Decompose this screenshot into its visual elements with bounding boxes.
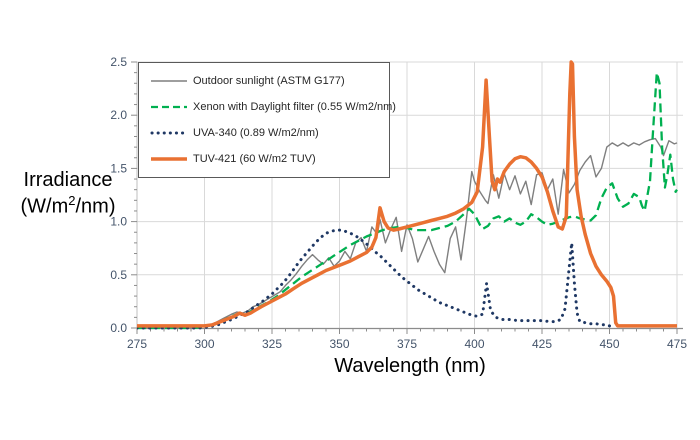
legend-label: UVA-340 (0.89 W/m2/nm) bbox=[193, 127, 319, 139]
x-tick-label: 425 bbox=[532, 337, 552, 351]
x-tick-label: 350 bbox=[329, 337, 349, 351]
y-tick-label: 0.5 bbox=[110, 268, 127, 282]
legend-label: Xenon with Daylight filter (0.55 W/m2/nm… bbox=[193, 101, 396, 113]
x-tick-label: 325 bbox=[262, 337, 282, 351]
legend-label: TUV-421 (60 W/m2 TUV) bbox=[193, 153, 316, 165]
legend-item-xenon-daylight-filter: Xenon with Daylight filter (0.55 W/m2/nm… bbox=[149, 101, 396, 113]
y-tick-label: 0.0 bbox=[110, 321, 127, 335]
legend-label: Outdoor sunlight (ASTM G177) bbox=[193, 75, 345, 87]
y-tick-label: 2.5 bbox=[110, 55, 127, 69]
dotted-line-swatch-icon bbox=[150, 131, 189, 135]
x-tick-label: 400 bbox=[464, 337, 484, 351]
y-axis-title: Irradiance (W/m2/nm) bbox=[0, 168, 136, 220]
y-tick-label: 2.0 bbox=[110, 108, 127, 122]
series-line-1 bbox=[137, 71, 678, 330]
series-line-3 bbox=[137, 60, 677, 328]
line-swatch-icon bbox=[151, 80, 187, 82]
dashed-line-swatch-icon bbox=[151, 105, 187, 109]
x-tick-label: 300 bbox=[194, 337, 214, 351]
thick-line-swatch-icon bbox=[151, 157, 187, 161]
legend-item-tuv-421: TUV-421 (60 W/m2 TUV) bbox=[149, 153, 389, 165]
series-line-2 bbox=[137, 228, 611, 330]
legend: Outdoor sunlight (ASTM G177) Xenon with … bbox=[138, 62, 396, 178]
x-tick-label: 275 bbox=[127, 337, 147, 351]
y-tick-label: 1.0 bbox=[110, 215, 127, 229]
y-axis-title-line2: (W/m2/nm) bbox=[20, 193, 116, 218]
x-tick-label: 450 bbox=[599, 337, 619, 351]
y-axis-title-line1: Irradiance bbox=[23, 169, 113, 191]
x-tick-label: 375 bbox=[397, 337, 417, 351]
series-line-0 bbox=[137, 137, 678, 329]
x-tick-label: 475 bbox=[667, 337, 687, 351]
legend-item-uva-340: UVA-340 (0.89 W/m2/nm) bbox=[149, 127, 389, 139]
legend-item-outdoor-sunlight: Outdoor sunlight (ASTM G177) bbox=[149, 75, 389, 87]
x-axis-title: Wavelength (nm) bbox=[334, 355, 486, 377]
y-tick-label: 1.5 bbox=[110, 161, 127, 175]
